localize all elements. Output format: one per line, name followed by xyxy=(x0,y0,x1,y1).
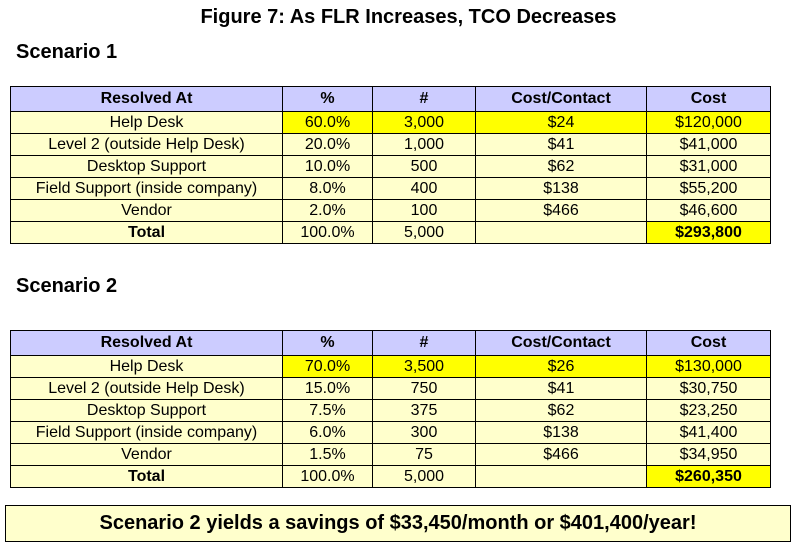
table-header-row: Resolved At % # Cost/Contact Cost xyxy=(10,86,771,112)
table-header-row: Resolved At % # Cost/Contact Cost xyxy=(10,330,771,356)
table-row: Help Desk 70.0% 3,500 $26 $130,000 xyxy=(10,355,771,378)
table-row: Field Support (inside company) 8.0% 400 … xyxy=(10,177,771,200)
cell-cost-per-contact: $24 xyxy=(475,111,647,134)
cell-resolved-at: Level 2 (outside Help Desk) xyxy=(10,377,283,400)
cell-cost-per-contact: $138 xyxy=(475,177,647,200)
cell-cost: $23,250 xyxy=(646,399,771,422)
table-row: Level 2 (outside Help Desk) 15.0% 750 $4… xyxy=(10,377,771,400)
cell-count: 3,500 xyxy=(372,355,476,378)
table-row: Level 2 (outside Help Desk) 20.0% 1,000 … xyxy=(10,133,771,156)
cell-percent: 15.0% xyxy=(282,377,373,400)
cell-resolved-at: Vendor xyxy=(10,443,283,466)
total-cost-per-contact xyxy=(475,221,647,244)
cell-percent: 2.0% xyxy=(282,199,373,222)
cell-cost: $41,000 xyxy=(646,133,771,156)
header-cost: Cost xyxy=(646,330,771,356)
table-row: Desktop Support 10.0% 500 $62 $31,000 xyxy=(10,155,771,178)
cell-percent: 10.0% xyxy=(282,155,373,178)
total-percent: 100.0% xyxy=(282,465,373,488)
cell-cost: $34,950 xyxy=(646,443,771,466)
cell-resolved-at: Field Support (inside company) xyxy=(10,421,283,444)
total-cost: $293,800 xyxy=(646,221,771,244)
header-count: # xyxy=(372,330,476,356)
header-cost-per-contact: Cost/Contact xyxy=(475,86,647,112)
cell-cost-per-contact: $41 xyxy=(475,377,647,400)
cell-cost-per-contact: $466 xyxy=(475,199,647,222)
table-row: Help Desk 60.0% 3,000 $24 $120,000 xyxy=(10,111,771,134)
cell-resolved-at: Vendor xyxy=(10,199,283,222)
cell-count: 400 xyxy=(372,177,476,200)
cell-percent: 1.5% xyxy=(282,443,373,466)
cell-cost: $120,000 xyxy=(646,111,771,134)
total-label: Total xyxy=(10,221,283,244)
cell-percent: 6.0% xyxy=(282,421,373,444)
header-cost-per-contact: Cost/Contact xyxy=(475,330,647,356)
scenario-1-table: Resolved At % # Cost/Contact Cost Help D… xyxy=(10,86,771,244)
cell-percent: 60.0% xyxy=(282,111,373,134)
header-percent: % xyxy=(282,330,373,356)
cell-cost: $31,000 xyxy=(646,155,771,178)
total-cost-per-contact xyxy=(475,465,647,488)
total-row: Total 100.0% 5,000 $260,350 xyxy=(10,465,771,488)
header-percent: % xyxy=(282,86,373,112)
cell-count: 75 xyxy=(372,443,476,466)
cell-resolved-at: Level 2 (outside Help Desk) xyxy=(10,133,283,156)
scenario-2-title: Scenario 2 xyxy=(16,275,118,297)
table-row: Field Support (inside company) 6.0% 300 … xyxy=(10,421,771,444)
total-label: Total xyxy=(10,465,283,488)
cell-cost-per-contact: $62 xyxy=(475,399,647,422)
figure-title: Figure 7: As FLR Increases, TCO Decrease… xyxy=(200,6,617,28)
cell-cost-per-contact: $26 xyxy=(475,355,647,378)
total-row: Total 100.0% 5,000 $293,800 xyxy=(10,221,771,244)
header-count: # xyxy=(372,86,476,112)
table-row: Desktop Support 7.5% 375 $62 $23,250 xyxy=(10,399,771,422)
header-resolved-at: Resolved At xyxy=(10,330,283,356)
table-row: Vendor 2.0% 100 $466 $46,600 xyxy=(10,199,771,222)
cell-percent: 7.5% xyxy=(282,399,373,422)
cell-cost: $30,750 xyxy=(646,377,771,400)
cell-resolved-at: Field Support (inside company) xyxy=(10,177,283,200)
cell-count: 300 xyxy=(372,421,476,444)
cell-cost: $55,200 xyxy=(646,177,771,200)
cell-cost: $130,000 xyxy=(646,355,771,378)
cell-count: 750 xyxy=(372,377,476,400)
cell-cost: $41,400 xyxy=(646,421,771,444)
cell-count: 100 xyxy=(372,199,476,222)
savings-summary-banner: Scenario 2 yields a savings of $33,450/m… xyxy=(5,505,791,542)
cell-count: 3,000 xyxy=(372,111,476,134)
total-count: 5,000 xyxy=(372,465,476,488)
total-count: 5,000 xyxy=(372,221,476,244)
cell-percent: 8.0% xyxy=(282,177,373,200)
cell-cost-per-contact: $466 xyxy=(475,443,647,466)
cell-cost-per-contact: $41 xyxy=(475,133,647,156)
cell-count: 1,000 xyxy=(372,133,476,156)
scenario-2-table: Resolved At % # Cost/Contact Cost Help D… xyxy=(10,330,771,488)
header-resolved-at: Resolved At xyxy=(10,86,283,112)
cell-cost-per-contact: $138 xyxy=(475,421,647,444)
total-cost: $260,350 xyxy=(646,465,771,488)
cell-cost: $46,600 xyxy=(646,199,771,222)
cell-percent: 70.0% xyxy=(282,355,373,378)
scenario-1-title: Scenario 1 xyxy=(16,41,118,63)
total-percent: 100.0% xyxy=(282,221,373,244)
cell-cost-per-contact: $62 xyxy=(475,155,647,178)
cell-count: 375 xyxy=(372,399,476,422)
cell-resolved-at: Desktop Support xyxy=(10,155,283,178)
cell-percent: 20.0% xyxy=(282,133,373,156)
cell-resolved-at: Help Desk xyxy=(10,111,283,134)
cell-count: 500 xyxy=(372,155,476,178)
table-row: Vendor 1.5% 75 $466 $34,950 xyxy=(10,443,771,466)
cell-resolved-at: Help Desk xyxy=(10,355,283,378)
header-cost: Cost xyxy=(646,86,771,112)
cell-resolved-at: Desktop Support xyxy=(10,399,283,422)
